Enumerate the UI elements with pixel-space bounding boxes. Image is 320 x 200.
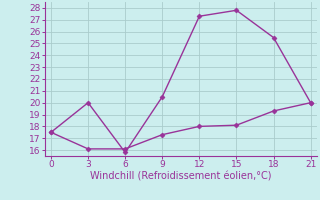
X-axis label: Windchill (Refroidissement éolien,°C): Windchill (Refroidissement éolien,°C) (90, 172, 272, 182)
